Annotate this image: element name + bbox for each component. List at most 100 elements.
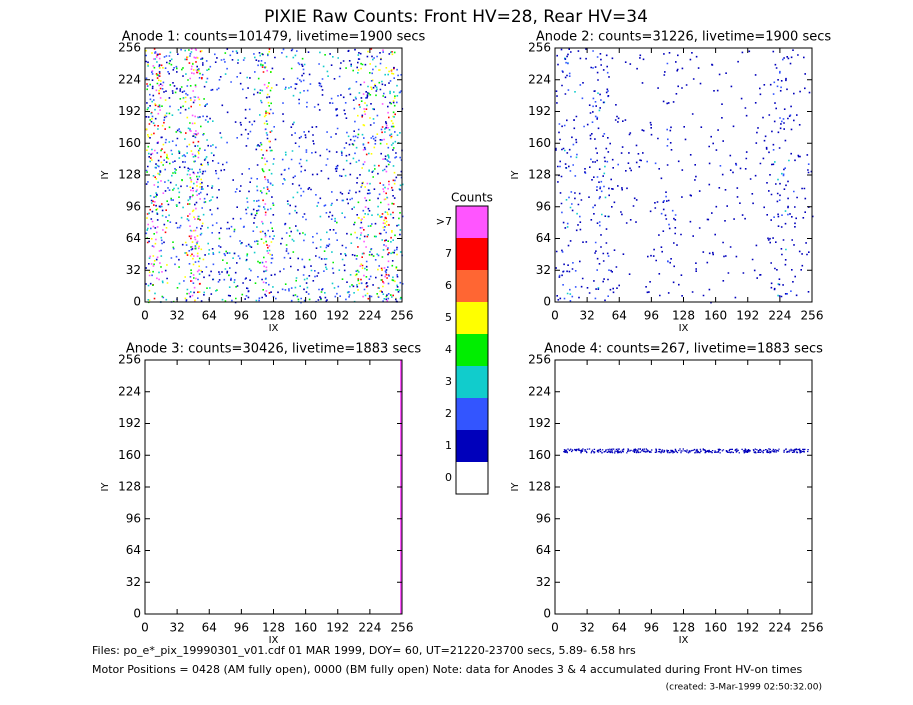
x-tick-label: 32 (169, 309, 184, 323)
y-axis-label: IY (510, 170, 521, 180)
x-tick-label: 64 (202, 309, 217, 323)
colorbar-label: 2 (445, 407, 452, 420)
x-tick-label: 160 (294, 621, 317, 635)
pixel-texture (146, 49, 404, 303)
chart-title: PIXIE Raw Counts: Front HV=28, Rear HV=3… (264, 7, 648, 27)
colorbar-label: 6 (445, 279, 452, 292)
x-tick-label: 256 (801, 621, 824, 635)
colorbar-label: 5 (445, 311, 452, 324)
y-axis-label: IY (510, 482, 521, 492)
x-tick-label: 128 (262, 621, 285, 635)
x-axis-label: IX (679, 635, 689, 646)
y-tick-label: 64 (536, 543, 551, 557)
y-tick-label: 160 (528, 448, 551, 462)
panel-title: Anode 2: counts=31226, livetime=1900 sec… (536, 30, 832, 45)
y-tick-label: 128 (118, 168, 141, 182)
pixel-texture (146, 49, 402, 304)
y-tick-label: 224 (118, 384, 141, 398)
x-tick-label: 0 (551, 621, 559, 635)
x-tick-label: 224 (358, 621, 381, 635)
x-tick-label: 64 (612, 309, 627, 323)
y-tick-label: 160 (528, 136, 551, 150)
colorbar-cell (456, 270, 488, 302)
y-tick-label: 256 (528, 41, 551, 55)
y-tick-label: 32 (126, 575, 141, 589)
x-tick-label: 0 (551, 309, 559, 323)
x-tick-label: 224 (768, 309, 791, 323)
colorbar-cell (456, 238, 488, 270)
colorbar-title: Counts (451, 191, 493, 205)
y-tick-label: 96 (536, 511, 551, 525)
footer-files: Files: po_e*_pix_19990301_v01.cdf 01 MAR… (92, 644, 636, 657)
footer-created: (created: 3-Mar-1999 02:50:32.00) (666, 683, 822, 693)
y-tick-label: 224 (528, 72, 551, 86)
x-tick-label: 192 (326, 309, 349, 323)
x-axis-label: IX (269, 323, 279, 334)
y-tick-label: 128 (528, 168, 551, 182)
panel-title: Anode 3: counts=30426, livetime=1883 sec… (126, 342, 422, 357)
x-tick-label: 64 (202, 621, 217, 635)
pixel-texture (558, 50, 810, 302)
x-axis-label: IX (269, 635, 279, 646)
colorbar-cell (456, 430, 488, 462)
colorbar-frame (455, 205, 489, 495)
x-tick-label: 224 (358, 309, 381, 323)
colorbar-label: 1 (445, 439, 452, 452)
x-tick-label: 96 (234, 621, 249, 635)
plot-frame (144, 359, 403, 615)
y-tick-label: 32 (536, 263, 551, 277)
y-tick-label: 128 (118, 480, 141, 494)
y-tick-label: 192 (528, 104, 551, 118)
y-tick-label: 0 (133, 295, 141, 309)
x-tick-label: 192 (326, 621, 349, 635)
x-tick-label: 32 (169, 621, 184, 635)
pixel-texture (555, 48, 814, 304)
y-tick-label: 224 (528, 384, 551, 398)
y-tick-label: 128 (528, 480, 551, 494)
y-tick-label: 0 (133, 607, 141, 621)
y-tick-label: 96 (536, 199, 551, 213)
colorbar-cell (456, 206, 488, 238)
y-tick-label: 0 (543, 607, 551, 621)
x-tick-label: 0 (141, 309, 149, 323)
pixel-texture (145, 48, 404, 304)
colorbar-label: >7 (436, 215, 452, 228)
y-tick-label: 160 (118, 136, 141, 150)
y-tick-label: 32 (536, 575, 551, 589)
panel: Anode 1: counts=101479, livetime=1900 se… (100, 30, 426, 335)
y-tick-label: 96 (126, 199, 141, 213)
y-tick-label: 256 (118, 353, 141, 367)
x-tick-label: 96 (234, 309, 249, 323)
colorbar-cell (456, 462, 488, 494)
y-tick-label: 96 (126, 511, 141, 525)
y-tick-label: 64 (536, 231, 551, 245)
x-tick-label: 192 (736, 309, 759, 323)
y-tick-label: 0 (543, 295, 551, 309)
y-tick-label: 192 (118, 416, 141, 430)
pixel-texture (563, 448, 809, 454)
y-tick-label: 256 (118, 41, 141, 55)
y-tick-label: 160 (118, 448, 141, 462)
x-tick-label: 224 (768, 621, 791, 635)
x-tick-label: 96 (644, 309, 659, 323)
plot-frame (554, 359, 813, 615)
y-tick-label: 192 (528, 416, 551, 430)
panel-title: Anode 4: counts=267, livetime=1883 secs (544, 342, 823, 357)
x-tick-label: 256 (801, 309, 824, 323)
colorbar-label: 4 (445, 343, 452, 356)
colorbar-cell (456, 302, 488, 334)
colorbar-label: 3 (445, 375, 452, 388)
panel: Anode 2: counts=31226, livetime=1900 sec… (510, 30, 831, 335)
x-tick-label: 160 (294, 309, 317, 323)
x-tick-label: 256 (391, 309, 414, 323)
y-axis-label: IY (100, 170, 111, 180)
colorbar-label: 0 (445, 471, 452, 484)
y-tick-label: 256 (528, 353, 551, 367)
panel: Anode 4: counts=267, livetime=1883 secs I… (510, 342, 823, 647)
colorbar-cell (456, 334, 488, 366)
panel: Anode 3: counts=30426, livetime=1883 sec… (100, 342, 421, 647)
colorbar-cell (456, 366, 488, 398)
x-tick-label: 160 (704, 309, 727, 323)
